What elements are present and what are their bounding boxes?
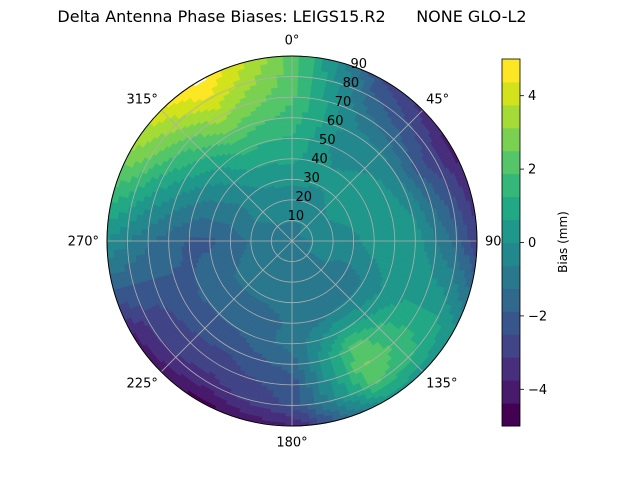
chart-title: Delta Antenna Phase Biases: LEIGS15.R2 N… xyxy=(57,7,526,26)
